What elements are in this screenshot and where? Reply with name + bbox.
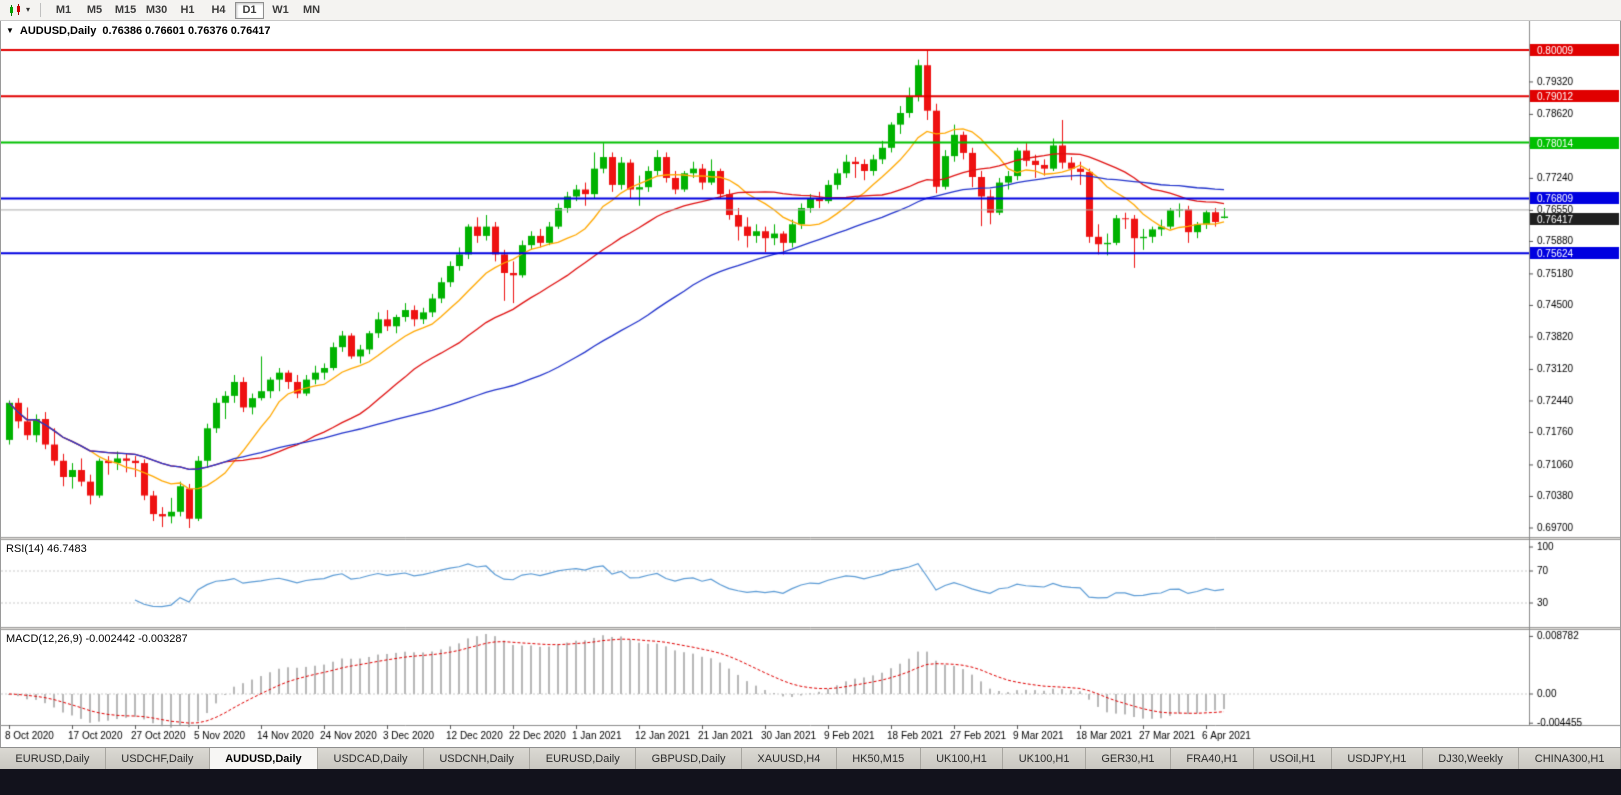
timeframe-button-m30[interactable]: M30: [142, 2, 171, 19]
chart-marker-icon: ▼: [6, 26, 14, 35]
chart-tab-usdcad-daily[interactable]: USDCAD,Daily: [318, 748, 424, 769]
rsi-indicator-label: RSI(14) 46.7483: [6, 543, 87, 555]
timeframe-button-m1[interactable]: M1: [49, 2, 78, 19]
timeframe-button-d1[interactable]: D1: [235, 1, 265, 19]
chart-tab-uk100-h1[interactable]: UK100,H1: [1003, 748, 1086, 769]
chart-tab-china300-h1[interactable]: CHINA300,H1: [1519, 748, 1621, 769]
chart-tab-gbpusd-daily[interactable]: GBPUSD,Daily: [636, 748, 742, 769]
chart-ohlc-values: 0.76386 0.76601 0.76376 0.76417: [102, 25, 271, 37]
chart-tab-fra40-h1[interactable]: FRA40,H1: [1170, 748, 1255, 769]
macd-indicator-label: MACD(12,26,9) -0.002442 -0.003287: [6, 633, 188, 645]
candlestick-chart-icon: [8, 3, 23, 17]
chart-type-button[interactable]: ▾: [5, 3, 33, 18]
chart-tab-audusd-daily[interactable]: AUDUSD,Daily: [209, 748, 319, 769]
timeframe-button-h1[interactable]: H1: [173, 2, 202, 19]
chevron-down-icon: ▾: [26, 5, 31, 14]
chart-tab-hk50-m15[interactable]: HK50,M15: [836, 748, 921, 769]
chart-tab-dj30-weekly[interactable]: DJ30,Weekly: [1422, 748, 1520, 769]
chart-window: ▼ AUDUSD,Daily 0.76386 0.76601 0.76376 0…: [0, 21, 1621, 747]
chart-tab-ger30-h1[interactable]: GER30,H1: [1085, 748, 1171, 769]
timeframe-toolbar: ▾ M1 M5 M15 M30 H1 H4 D1 W1 MN: [0, 0, 1621, 21]
timeframe-button-m5[interactable]: M5: [80, 2, 109, 19]
chart-tab-usdjpy-h1[interactable]: USDJPY,H1: [1331, 748, 1423, 769]
chart-title: ▼ AUDUSD,Daily 0.76386 0.76601 0.76376 0…: [6, 25, 271, 37]
chart-symbol-period: AUDUSD,Daily: [19, 25, 97, 37]
timeframe-button-m15[interactable]: M15: [111, 2, 140, 19]
timeframe-button-w1[interactable]: W1: [266, 2, 295, 19]
price-chart-canvas[interactable]: [1, 21, 1620, 747]
timeframe-buttons-group: M1 M5 M15 M30 H1 H4 D1 W1 MN: [48, 1, 327, 19]
chart-tab-eurusd-daily[interactable]: EURUSD,Daily: [530, 748, 637, 769]
taskbar-strip: [0, 769, 1621, 795]
chart-tab-eurusd-daily[interactable]: EURUSD,Daily: [0, 748, 106, 769]
toolbar-separator: [40, 3, 42, 17]
chart-tabbar: EURUSD,Daily USDCHF,Daily AUDUSD,Daily USDC…: [0, 747, 1621, 769]
chart-tab-xauusd-h4[interactable]: XAUUSD,H4: [741, 748, 837, 769]
chart-tab-usdchf-daily[interactable]: USDCHF,Daily: [105, 748, 210, 769]
timeframe-button-h4[interactable]: H4: [204, 2, 233, 19]
timeframe-button-mn[interactable]: MN: [297, 2, 326, 19]
chart-tab-usdcnh-daily[interactable]: USDCNH,Daily: [423, 748, 531, 769]
chart-tab-uk100-h1[interactable]: UK100,H1: [920, 748, 1004, 769]
chart-tab-usoil-h1[interactable]: USOil,H1: [1254, 748, 1332, 769]
